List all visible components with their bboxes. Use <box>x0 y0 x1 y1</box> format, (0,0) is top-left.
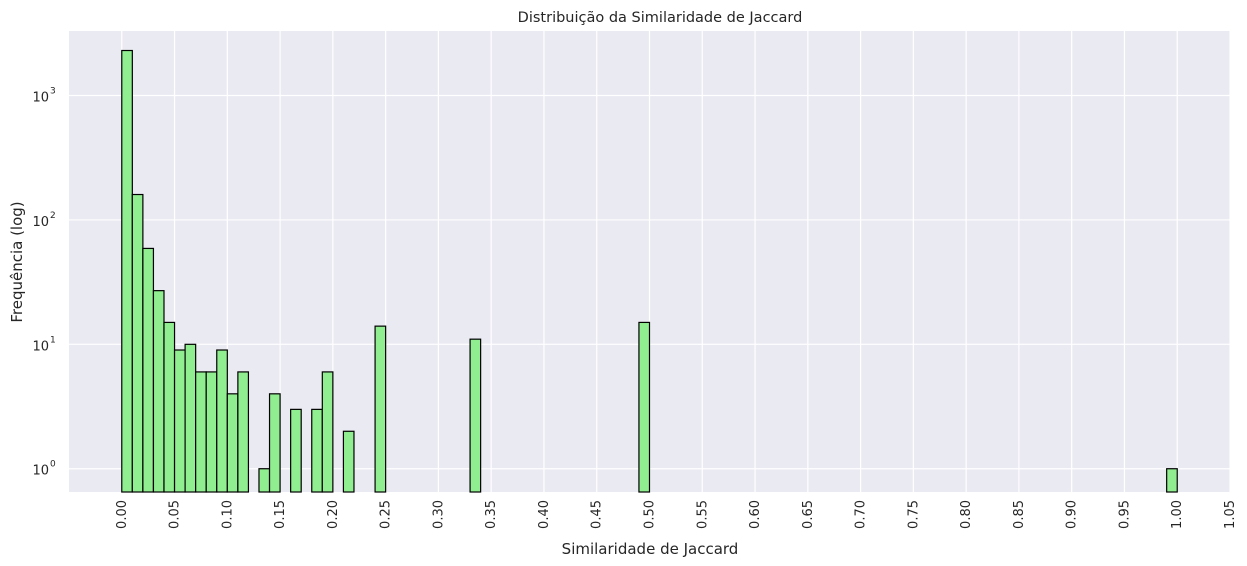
histogram-bar <box>205 371 218 493</box>
histogram-bar <box>258 468 271 493</box>
x-tick-label: 0.40 <box>537 500 552 529</box>
histogram-bar <box>321 371 334 493</box>
x-tick-label: 0.05 <box>168 500 183 529</box>
x-tick-label: 0.15 <box>273 500 288 529</box>
x-tick-label: 1.05 <box>1223 500 1238 529</box>
x-tick-label: 0.30 <box>431 500 446 529</box>
chart-title: Distribuição da Similaridade de Jaccard <box>518 10 803 26</box>
x-tick-label: 0.80 <box>959 500 974 529</box>
y-axis-label: Frequência (log) <box>8 201 26 322</box>
x-tick-label: 0.70 <box>854 500 869 529</box>
x-tick-label: 0.00 <box>115 500 130 529</box>
histogram-bar <box>374 325 387 493</box>
histogram-bar <box>163 321 176 493</box>
histogram-bar <box>638 321 651 493</box>
histogram-bar <box>237 371 250 493</box>
x-tick-label: 0.45 <box>590 500 605 529</box>
y-tick-label: 10 0 <box>32 460 56 479</box>
histogram-bar <box>216 349 228 493</box>
x-tick-label: 0.65 <box>801 500 816 529</box>
y-tick-base: 10 <box>32 215 49 230</box>
y-tick-label: 10 3 <box>32 87 55 106</box>
histogram-bar <box>184 343 197 493</box>
x-tick-label: 0.50 <box>643 500 658 529</box>
y-tick-exponent: 0 <box>50 460 56 470</box>
x-tick-label: 0.95 <box>1117 500 1132 529</box>
histogram-bar <box>152 290 165 493</box>
histogram-bar <box>195 371 207 493</box>
y-tick-exponent: 1 <box>50 335 56 345</box>
x-tick-label: 0.10 <box>220 500 235 529</box>
histogram-bar <box>1166 468 1178 493</box>
x-tick-label: 0.75 <box>906 500 921 529</box>
histogram-bar <box>268 393 281 493</box>
y-tick-base: 10 <box>32 91 49 106</box>
bars <box>121 49 1178 493</box>
x-axis-label: Similaridade de Jaccard <box>562 540 739 558</box>
x-tick-label: 0.35 <box>484 500 499 529</box>
histogram-bar <box>290 408 302 493</box>
y-tick-base: 10 <box>32 464 49 479</box>
x-tick-label: 0.55 <box>695 500 710 529</box>
x-tick-label: 0.60 <box>748 500 763 529</box>
x-tick-label: 0.90 <box>1065 500 1080 529</box>
histogram-bar <box>226 393 239 493</box>
x-tick-label: 0.20 <box>326 500 341 529</box>
x-tick-label: 0.85 <box>1012 500 1027 529</box>
y-tick-base: 10 <box>32 339 49 354</box>
x-tick-label: 0.25 <box>379 500 394 529</box>
y-tick-label: 10 1 <box>32 335 55 354</box>
y-tick-label: 10 2 <box>32 211 55 230</box>
x-axis-ticks: 0.00 0.05 0.10 0.15 0.20 0.25 0.30 0.35 0.40 0.45… <box>115 500 1238 529</box>
x-tick-label: 1.00 <box>1170 500 1185 529</box>
histogram-bar <box>469 338 482 493</box>
histogram-bar <box>311 408 323 493</box>
histogram-bar <box>342 430 355 493</box>
y-tick-exponent: 3 <box>50 87 56 97</box>
histogram-bar <box>142 247 155 493</box>
y-tick-exponent: 2 <box>50 211 56 221</box>
histogram-bar <box>121 49 133 493</box>
histogram-bar <box>173 349 186 493</box>
histogram-bar <box>131 193 144 493</box>
